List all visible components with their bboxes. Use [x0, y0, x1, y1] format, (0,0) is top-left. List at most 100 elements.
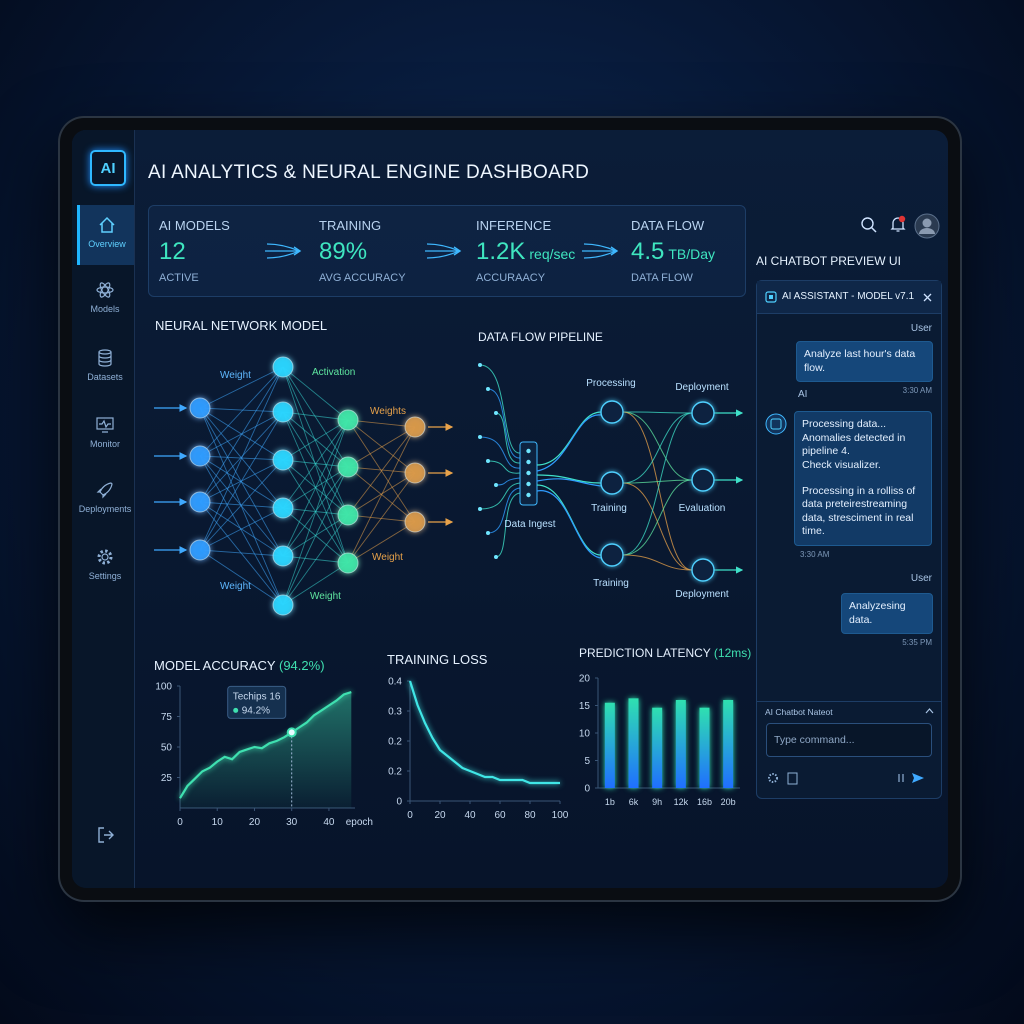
accuracy-chart: 25 50 75 100 0 10 20 30 40 epoch Techips 16 94.2%: [155, 682, 373, 829]
collapse-icon[interactable]: [925, 707, 934, 714]
y-tick-label: 0: [584, 784, 590, 795]
pipe-link: [622, 412, 693, 484]
ai-avatar: [765, 413, 787, 435]
arrow-head: [293, 246, 302, 256]
pipeline-node: [600, 471, 624, 495]
y-tick-label: 50: [161, 743, 173, 754]
send-button[interactable]: [912, 773, 924, 783]
weight-label: Weights: [370, 406, 406, 417]
deployments-icon: [96, 482, 113, 499]
nav-item[interactable]: Overview: [77, 205, 134, 265]
arrow-stroke: [266, 250, 300, 259]
connection: [347, 426, 416, 468]
stream: [479, 436, 521, 469]
kpi-label: DATA FLOW: [631, 218, 705, 233]
chat-footer-label: AI Chatbot Nateot: [765, 707, 833, 717]
tooltip-title: Techips 16: [233, 691, 281, 702]
arrow-stroke: [426, 243, 460, 252]
y-tick-label: 10: [579, 729, 591, 740]
pipe-link: [622, 411, 693, 481]
bar: [604, 702, 615, 788]
avatar[interactable]: [914, 213, 940, 239]
nav-item[interactable]: Datasets: [78, 338, 132, 398]
node-label: Deployment: [675, 589, 729, 600]
close-icon[interactable]: [923, 293, 932, 302]
message-time: 3:30 AM: [800, 550, 830, 559]
connection: [347, 419, 416, 428]
settings-button[interactable]: [768, 773, 778, 783]
connection: [282, 562, 349, 606]
x-axis-label: epoch: [346, 817, 373, 828]
ingest-dot: [526, 492, 531, 498]
nav-item[interactable]: Deployments: [78, 470, 132, 530]
message-time: 3:30 AM: [902, 386, 932, 395]
chat-panel: AI ASSISTANT - MODEL v7.1 User Analyze la…: [756, 280, 942, 799]
data-dot: [486, 387, 490, 391]
connection: [282, 419, 349, 509]
notification-icon[interactable]: [888, 214, 908, 234]
arrow-head: [610, 246, 619, 256]
logout-icon[interactable]: [96, 825, 116, 845]
x-tick-label: 12k: [674, 797, 689, 807]
stream: [487, 487, 521, 534]
pipe-link: [622, 411, 693, 414]
connection: [199, 411, 284, 503]
monitor-icon: [96, 417, 114, 433]
y-tick-label: 20: [579, 674, 591, 685]
connection: [282, 366, 349, 421]
command-input[interactable]: Type command...: [766, 723, 932, 757]
flow-arrow: [265, 243, 302, 259]
kpi-value: 12: [159, 238, 186, 266]
arrow-stroke: [266, 243, 300, 252]
ai-bubble: Processing data... Anomalies detected in …: [794, 411, 932, 547]
kpi-number: 89%: [319, 238, 368, 265]
nav-item[interactable]: Settings: [78, 537, 132, 597]
weight-label: Weight: [220, 370, 251, 381]
arrow-stroke: [583, 250, 617, 259]
sender-label: AI: [798, 389, 808, 400]
message-line: Analyzesing data.: [849, 600, 906, 626]
weight-label: Weight: [220, 581, 251, 592]
connection: [199, 549, 284, 557]
connection: [282, 419, 349, 461]
dashboard-title: AI ANALYTICS & NEURAL ENGINE DASHBOARD: [148, 162, 590, 183]
neuron: [189, 491, 211, 513]
sidebar: AI Overview Models Datasets Monitor Depl…: [72, 130, 135, 888]
tooltip-value: 94.2%: [242, 705, 270, 716]
pipeline-node: [691, 558, 715, 582]
kpi-caption: ACCURAACY: [476, 272, 546, 284]
connection: [347, 426, 416, 564]
search-icon[interactable]: [860, 216, 878, 234]
pipe-link: [536, 414, 602, 472]
neural-network: Weight Activation Weights Weight Weight Weigh…: [154, 356, 454, 616]
connection: [199, 549, 284, 606]
stream: [487, 460, 521, 474]
voice-button[interactable]: [898, 774, 904, 782]
weight-label: Activation: [312, 367, 355, 378]
attach-button[interactable]: [787, 772, 798, 785]
chart-title-text: MODEL ACCURACY: [154, 658, 276, 673]
node-label: Evaluation: [679, 503, 726, 514]
connection: [282, 514, 349, 606]
kpi-number: 1.2K: [476, 238, 526, 265]
kpi-value: 1.2K req/sec: [476, 238, 575, 266]
loss-chart: 0 0.2 0.2 0.3 0.4 0 20 40 60 80 100: [388, 677, 569, 822]
neuron: [272, 594, 294, 616]
connection: [199, 407, 284, 413]
x-tick-label: 0: [177, 817, 183, 828]
flow-arrow: [582, 243, 619, 259]
nav-item[interactable]: Monitor: [78, 405, 132, 465]
kpi-value: 4.5 TB/Day: [631, 238, 715, 266]
nav-label: Settings: [88, 571, 122, 581]
connection: [199, 366, 284, 457]
neuron: [404, 511, 426, 533]
x-tick-label: 40: [464, 810, 476, 821]
nav-item[interactable]: Models: [78, 270, 132, 330]
data-dot: [494, 483, 498, 487]
stream: [495, 492, 521, 558]
kpi-number: 12: [159, 238, 186, 265]
flow-arrow: [425, 243, 462, 259]
kpi-label: AI MODELS: [159, 218, 230, 233]
stream: [479, 364, 521, 454]
